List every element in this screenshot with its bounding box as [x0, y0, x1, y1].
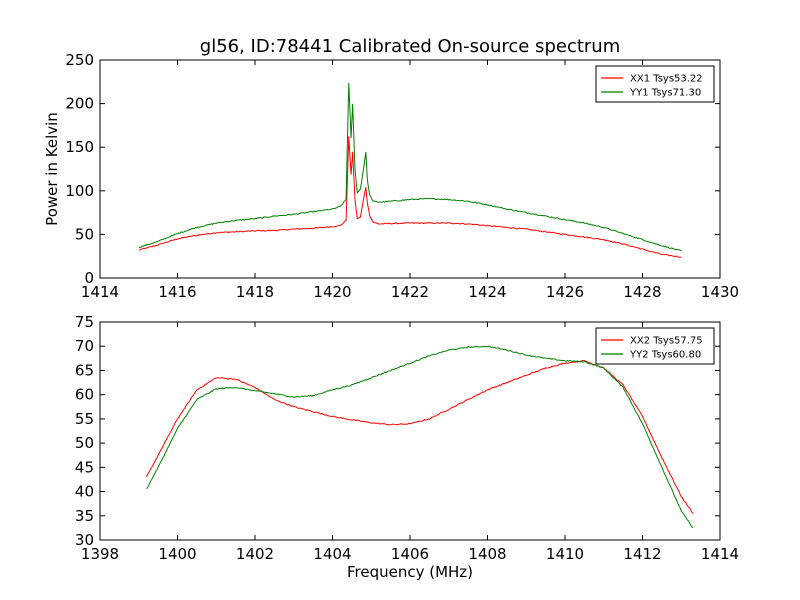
y-tick-label-0-1: 50	[75, 225, 94, 243]
legend-box-1	[595, 327, 715, 365]
top-chart: 1414 1416 1418 1420 1422 1424 1426 1428 1430 0 50 1…	[43, 51, 739, 301]
series-line-0-0	[138, 136, 682, 258]
legend-label-0-0: XX1 Tsys53.22	[630, 74, 703, 85]
legend-label-1-0: XX2 Tsys57.75	[630, 336, 703, 347]
y-tick-label-0-4: 200	[65, 95, 94, 113]
y-tick-label-1-7: 65	[75, 361, 94, 379]
x-tick-label-0-6: 1426	[546, 283, 584, 301]
series-line-0-1	[138, 83, 682, 252]
y-tick-label-1-6: 60	[75, 386, 94, 404]
y-tick-label-1-4: 50	[75, 434, 94, 452]
y-tick-label-1-1: 35	[75, 507, 94, 525]
y-tick-label-1-0: 30	[75, 531, 94, 549]
x-tick-label-0-7: 1428	[623, 283, 661, 301]
x-tick-label-1-5: 1408	[468, 545, 506, 563]
legend-box-0	[595, 65, 715, 103]
y-tick-label-1-2: 40	[75, 483, 94, 501]
x-tick-label-0-4: 1422	[391, 283, 429, 301]
x-tick-label-1-0: 1398	[81, 545, 119, 563]
x-tick-label-1-2: 1402	[236, 545, 274, 563]
x-tick-label-1-1: 1400	[158, 545, 196, 563]
x-tick-label-0-0: 1414	[81, 283, 119, 301]
x-tick-label-1-4: 1406	[391, 545, 429, 563]
x-tick-label-0-5: 1424	[468, 283, 506, 301]
y-tick-label-0-3: 150	[65, 138, 94, 156]
x-tick-label-0-8: 1430	[701, 283, 739, 301]
series-line-1-1	[146, 345, 694, 529]
y-tick-label-0-5: 250	[65, 51, 94, 69]
y-tick-label-1-9: 75	[75, 313, 94, 331]
x-tick-label-1-7: 1412	[623, 545, 661, 563]
x-tick-label-0-1: 1416	[158, 283, 196, 301]
y-tick-label-1-3: 45	[75, 458, 94, 476]
chart-title: gl56, ID:78441 Calibrated On-source spec…	[200, 36, 620, 57]
y-tick-label-1-5: 55	[75, 410, 94, 428]
x-tick-label-1-6: 1410	[546, 545, 584, 563]
x-tick-label-0-2: 1418	[236, 283, 274, 301]
y-tick-label-1-8: 70	[75, 337, 94, 355]
y-tick-label-0-0: 0	[84, 269, 94, 287]
legend-label-0-1: YY1 Tsys71.30	[629, 88, 701, 99]
bottom-chart: 1398 1400 1402 1404 1406 1408 1410 1412 1414 30 35…	[75, 313, 739, 563]
x-axis-label: Frequency (MHz)	[347, 563, 473, 581]
y-axis-label: Power in Kelvin	[43, 112, 61, 226]
y-tick-label-0-2: 100	[65, 182, 94, 200]
x-tick-label-0-3: 1420	[313, 283, 351, 301]
legend-label-1-1: YY2 Tsys60.80	[629, 350, 701, 361]
x-tick-label-1-8: 1414	[701, 545, 739, 563]
x-tick-label-1-3: 1404	[313, 545, 351, 563]
